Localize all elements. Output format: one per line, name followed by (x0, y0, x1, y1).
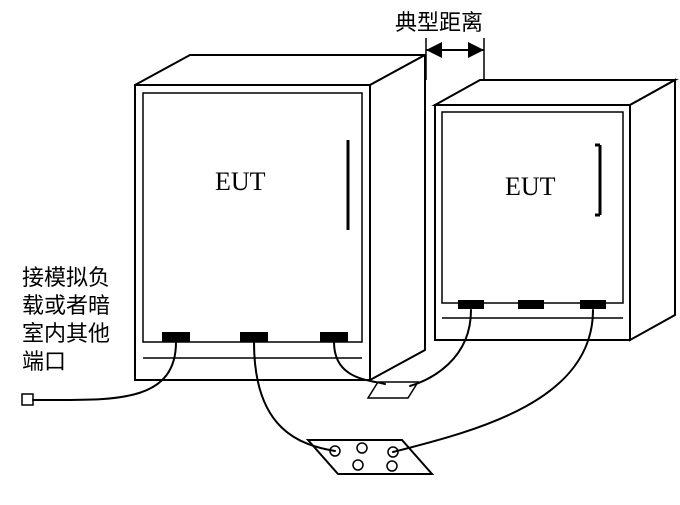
side-label-line3: 室内其他 (22, 321, 110, 346)
side-label-line1: 接模拟负 (22, 265, 110, 290)
connector-hole (357, 443, 367, 453)
diagram-canvas: EUT EUT 典型距离接模拟负载或者暗室内其他端口 (0, 0, 680, 505)
eut-label-left: EUT (215, 167, 266, 196)
endpoint-box (22, 394, 33, 405)
port (580, 300, 606, 309)
port (320, 332, 348, 342)
port (162, 332, 190, 342)
port (518, 300, 544, 309)
port (240, 332, 268, 342)
floor-plate-small (368, 382, 418, 398)
eut-label-right: EUT (505, 172, 556, 201)
connector-hole (387, 461, 397, 471)
floor-connector-plate (308, 440, 432, 474)
port (458, 300, 484, 309)
connector-hole (353, 460, 363, 470)
side-label-line2: 载或者暗 (22, 293, 110, 318)
typical-distance-label: 典型距离 (395, 10, 483, 35)
side-label-line4: 端口 (22, 349, 66, 374)
